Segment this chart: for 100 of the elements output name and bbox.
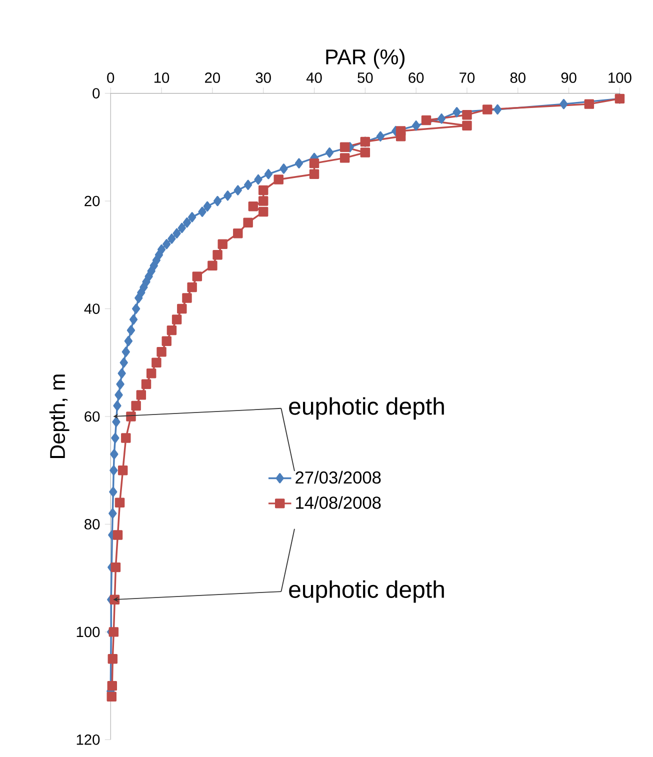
annotation: euphotic depth [289, 580, 444, 603]
x-tick-label: 90 [561, 72, 576, 83]
point [188, 212, 196, 222]
point [182, 217, 192, 228]
point [437, 113, 446, 124]
point [234, 185, 242, 196]
point [198, 206, 206, 217]
point [129, 314, 138, 325]
point [109, 486, 118, 498]
point [112, 530, 123, 540]
y-tick-label: 60 [84, 411, 100, 422]
point [340, 153, 350, 163]
point [124, 336, 132, 346]
point [177, 304, 187, 314]
point [192, 272, 202, 282]
point [178, 222, 186, 234]
point [110, 465, 118, 476]
point [134, 292, 143, 304]
point [412, 120, 420, 131]
x-axis-title: PAR (%) [326, 48, 404, 69]
point [274, 174, 284, 184]
point [114, 390, 123, 400]
point [120, 357, 128, 368]
point [172, 228, 181, 238]
point [482, 104, 492, 114]
point [213, 196, 222, 206]
point [146, 368, 156, 378]
point [156, 346, 166, 357]
point [233, 228, 243, 238]
point [113, 400, 122, 411]
x-tick-label: 70 [460, 72, 475, 83]
point [258, 196, 268, 206]
point [132, 304, 140, 314]
x-tick-label: 40 [306, 72, 322, 83]
point [224, 190, 232, 201]
point [248, 202, 258, 212]
point [112, 416, 120, 428]
point [258, 185, 268, 196]
point [254, 174, 262, 185]
point [462, 110, 472, 120]
point [376, 131, 384, 142]
x-tick-label: 0 [107, 72, 114, 83]
point [121, 433, 131, 443]
point [560, 98, 568, 110]
point [243, 218, 253, 228]
point [452, 107, 461, 118]
point [118, 465, 128, 476]
point [108, 627, 119, 637]
point [136, 390, 146, 400]
point [182, 293, 192, 303]
point [108, 654, 118, 664]
point [118, 368, 126, 379]
point [309, 158, 320, 168]
point [340, 142, 350, 152]
x-tick-label: 80 [510, 72, 526, 83]
point [172, 314, 182, 324]
point [187, 282, 197, 292]
point [203, 201, 212, 212]
point [258, 206, 268, 217]
point [152, 358, 162, 368]
annotation: euphotic depth [289, 397, 444, 420]
point [131, 400, 141, 411]
point [108, 508, 117, 519]
x-tick-label: 30 [256, 72, 271, 83]
point [116, 379, 124, 390]
x-tick-label: 100 [608, 72, 632, 83]
point [110, 562, 121, 572]
point [107, 680, 117, 691]
point [493, 104, 502, 115]
point [212, 250, 222, 260]
point [141, 379, 152, 390]
point [126, 325, 136, 336]
point [309, 169, 320, 179]
point [360, 148, 370, 158]
point [396, 132, 406, 142]
y-tick-label: 20 [84, 196, 100, 206]
point [218, 239, 228, 249]
point [264, 168, 272, 180]
point [162, 336, 172, 346]
point [114, 498, 125, 508]
y-tick-label: 40 [84, 304, 100, 314]
point [325, 147, 334, 158]
x-tick-label: 20 [205, 72, 220, 83]
y-tick-label: 120 [76, 734, 100, 745]
point [166, 325, 177, 336]
point [168, 234, 176, 244]
point [106, 692, 116, 702]
legend-label: 14/08/2008 [296, 496, 381, 509]
y-tick-label: 80 [84, 519, 100, 530]
point [111, 432, 120, 444]
y-axis-title: Depth, m [49, 374, 70, 458]
x-tick-label: 50 [358, 72, 373, 83]
point [294, 158, 304, 168]
point [122, 346, 130, 357]
point [421, 115, 432, 126]
legend-label: 27/03/2008 [296, 470, 381, 484]
point [244, 180, 252, 190]
point [584, 99, 594, 109]
point [110, 449, 118, 460]
point [280, 164, 288, 174]
